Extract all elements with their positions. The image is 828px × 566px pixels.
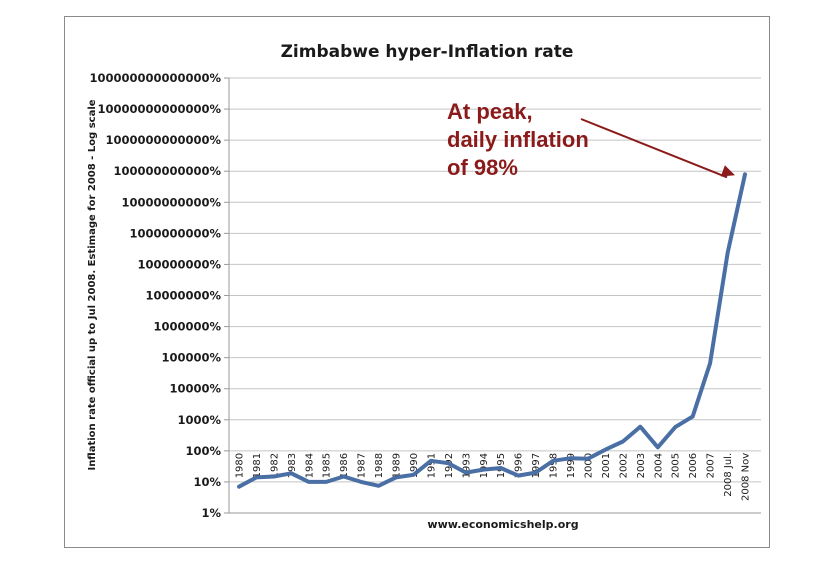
x-tick-label: 2007 [706, 453, 717, 478]
annotation-line: At peak, [447, 99, 533, 124]
y-tick-label: 100000000000000% [89, 71, 221, 85]
x-tick-label: 1989 [392, 453, 403, 478]
x-tick-label: 1994 [479, 453, 490, 478]
x-tick-label: 2006 [688, 453, 699, 478]
x-tick-label: 1984 [304, 453, 315, 478]
y-tick-label: 100000% [161, 351, 221, 365]
y-tick-label: 10% [193, 475, 221, 489]
x-tick-label: 1983 [287, 453, 298, 478]
x-tick-label: 1997 [531, 453, 542, 478]
y-tick-label: 10000000% [145, 289, 221, 303]
y-tick-label: 10000000000% [121, 195, 221, 209]
x-tick-label: 1980 [235, 453, 246, 478]
chart-frame: Zimbabwe hyper-Inflation rate 1% 10% 100% 1… [64, 16, 770, 548]
x-tick-label: 1993 [461, 453, 472, 478]
x-axis-label: www.economicshelp.org [427, 518, 578, 531]
y-axis-label: Inflation rate official up to Jul 2008. … [87, 99, 98, 470]
x-tick-label: 1982 [269, 453, 280, 478]
x-tick-label: 2003 [636, 453, 647, 478]
annotation-line: daily inflation [447, 127, 589, 152]
x-tick-label: 1995 [496, 453, 507, 478]
x-tick-label: 1990 [409, 453, 420, 478]
annotation-line: of 98% [447, 155, 518, 180]
annotation: At peak, daily inflation of 98% [447, 99, 735, 180]
x-tick-label: 1986 [339, 453, 350, 478]
series-line [237, 172, 747, 489]
grid [224, 77, 761, 514]
x-tick-label: 2005 [671, 453, 682, 478]
x-tick-label: 1996 [514, 453, 525, 478]
y-tick-label: 1000000000% [129, 226, 221, 240]
y-tick-label: 1000000% [153, 320, 221, 334]
x-tick-label: 1987 [357, 453, 368, 478]
y-tick-labels: 1% 10% 100% 1000% 10000% 100000% 1000000% 10000… [89, 71, 221, 520]
y-tick-label: 100000000000% [113, 164, 221, 178]
x-tick-label: 2002 [618, 453, 629, 478]
annotation-arrow [580, 118, 728, 179]
x-tick-label: 1991 [426, 453, 437, 478]
x-tick-label: 1998 [549, 453, 560, 478]
y-tick-label: 1000000000000% [105, 133, 221, 147]
x-tick-label: 1985 [322, 453, 333, 478]
x-tick-labels: 1980 1981 1982 1983 1984 1985 1986 1987 1988 1989… [235, 453, 752, 501]
y-tick-label: 10000000000000% [97, 102, 221, 116]
y-tick-label: 10000% [169, 382, 221, 396]
y-tick-label: 1000% [177, 413, 221, 427]
x-tick-label: 1999 [566, 453, 577, 478]
y-tick-label: 100% [185, 444, 221, 458]
x-tick-label: 2001 [601, 453, 612, 478]
x-tick-label: 2008 Nov [741, 453, 752, 501]
x-tick-label: 2008 Jul. [723, 453, 734, 497]
x-tick-label: 2000 [584, 453, 595, 478]
chart-title: Zimbabwe hyper-Inflation rate [281, 42, 574, 62]
x-tick-label: 1981 [252, 453, 263, 478]
chart: Zimbabwe hyper-Inflation rate 1%10%100%1… [87, 42, 761, 531]
x-tick-label: 2004 [653, 453, 664, 478]
annotation-arrowhead [720, 165, 735, 177]
y-tick-label: 100000000% [137, 257, 221, 271]
series-layer [237, 172, 747, 489]
y-tick-label: 1% [201, 506, 221, 520]
x-tick-label: 1988 [374, 453, 385, 478]
